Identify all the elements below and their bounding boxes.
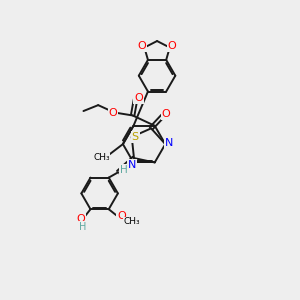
Text: H: H — [80, 222, 87, 232]
Text: CH₃: CH₃ — [93, 153, 110, 162]
Text: O: O — [77, 214, 85, 224]
Text: H: H — [120, 165, 128, 175]
Text: N: N — [165, 138, 173, 148]
Text: O: O — [134, 93, 143, 103]
Text: S: S — [132, 132, 139, 142]
Text: N: N — [128, 160, 136, 170]
Text: O: O — [168, 41, 176, 51]
Text: O: O — [161, 109, 170, 118]
Text: O: O — [138, 41, 146, 51]
Text: CH₃: CH₃ — [124, 218, 141, 226]
Text: O: O — [109, 107, 117, 118]
Text: O: O — [117, 211, 126, 221]
